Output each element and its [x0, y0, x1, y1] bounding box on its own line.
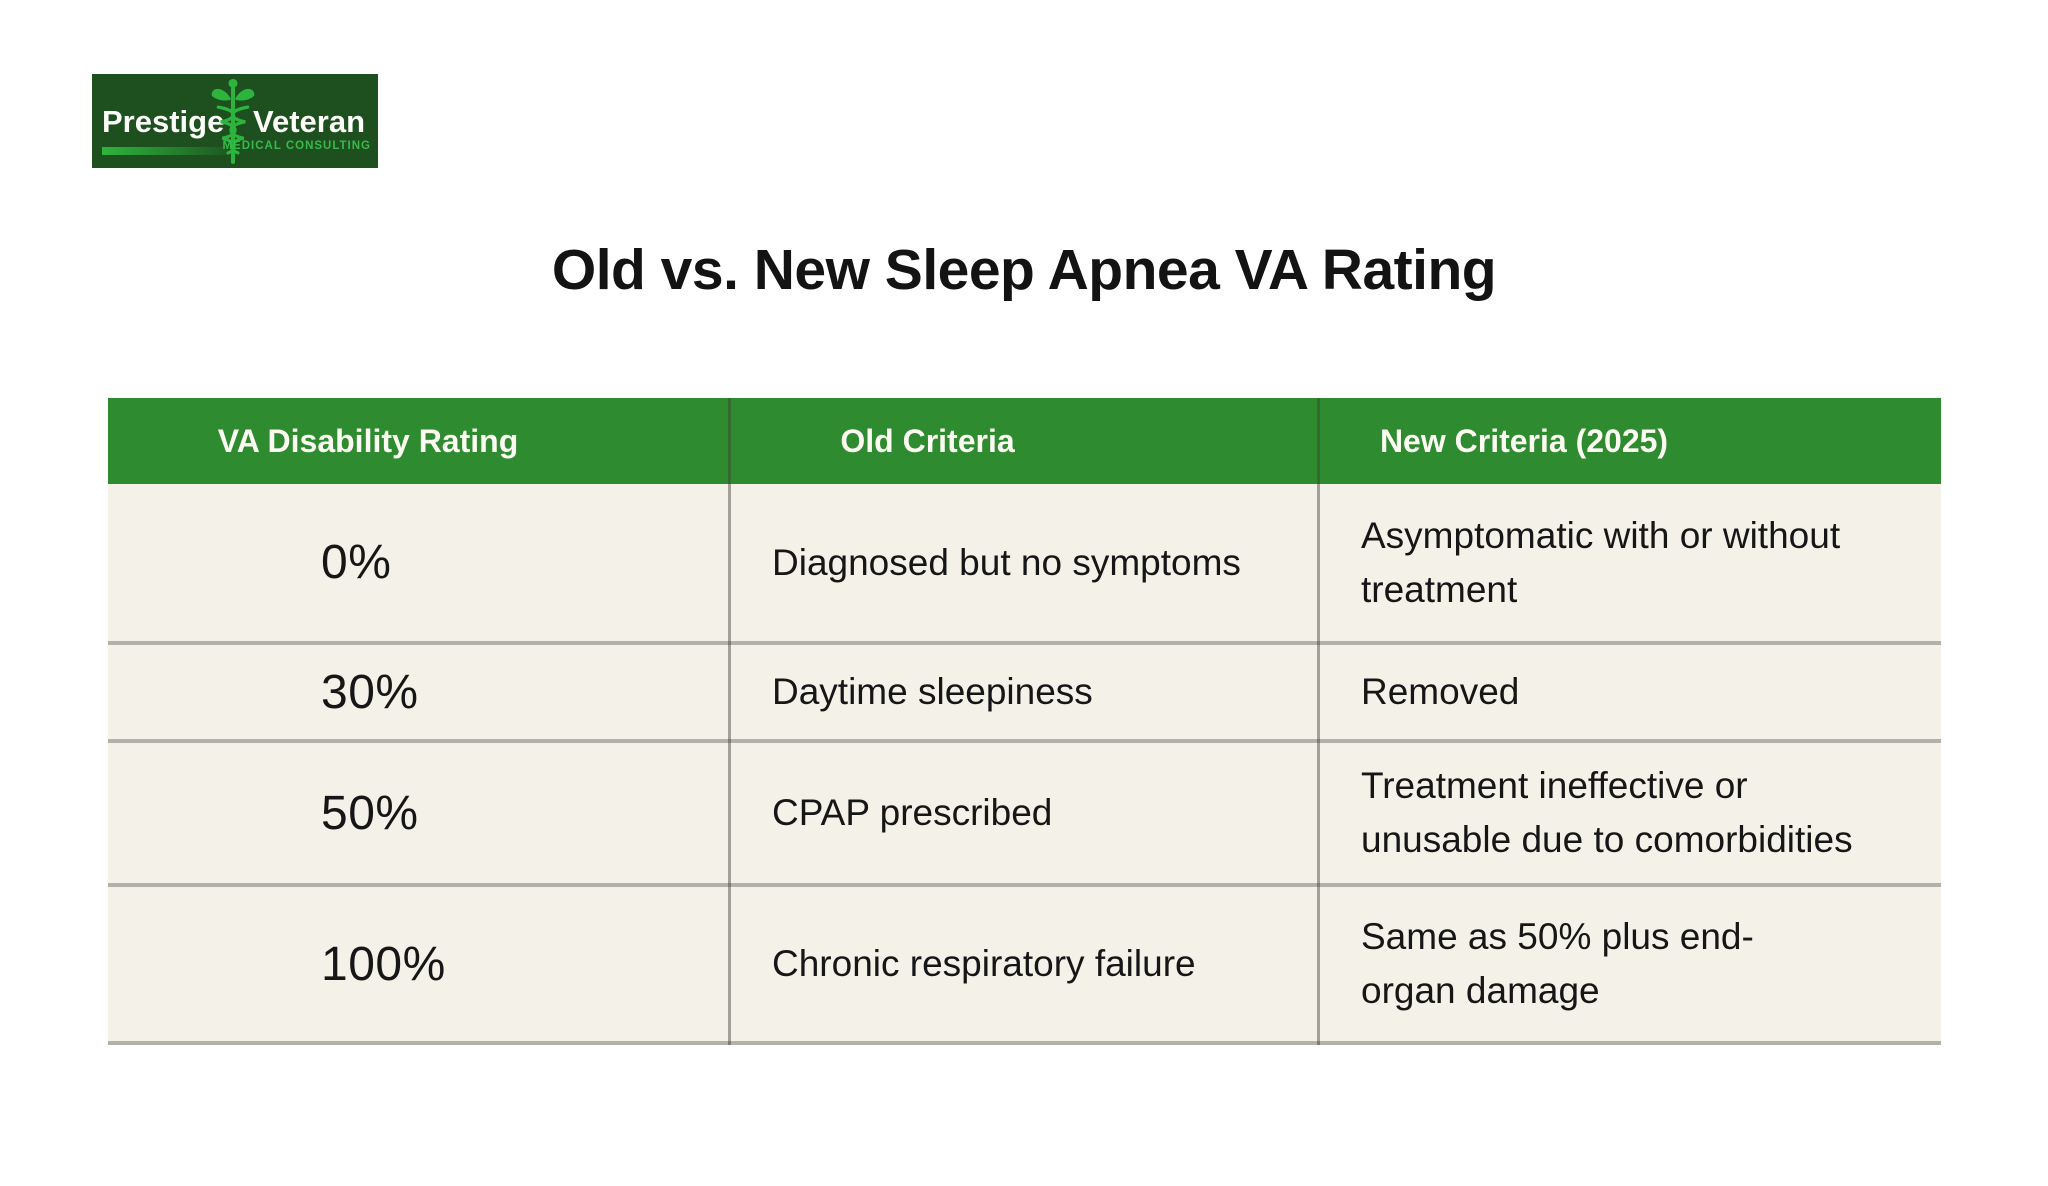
- header-va-disability-rating: VA Disability Rating: [217, 422, 519, 459]
- old-criteria-cell: CPAP prescribed: [772, 792, 1053, 834]
- rating-cell: 50%: [321, 786, 419, 840]
- table-row: 50% CPAP prescribed Treatment ineffectiv…: [108, 743, 1941, 887]
- logo-tagline: MEDICAL CONSULTING: [222, 140, 371, 152]
- table-header-row: VA Disability Rating Old Criteria New Cr…: [108, 398, 1941, 484]
- rating-cell: 0%: [321, 536, 392, 589]
- header-old-criteria: Old Criteria: [840, 422, 1015, 459]
- header-new-criteria: New Criteria (2025): [1379, 422, 1669, 459]
- old-criteria-cell: Daytime sleepiness: [772, 671, 1093, 713]
- table-row: 30% Daytime sleepiness Removed: [108, 645, 1941, 743]
- old-criteria-cell: Diagnosed but no symptoms: [772, 541, 1241, 583]
- logo-brand-primary: Prestige: [102, 104, 225, 139]
- table-row: 100% Chronic respiratory failure Same as…: [108, 887, 1941, 1045]
- rating-cell: 100%: [321, 937, 446, 991]
- rating-comparison-table: VA Disability Rating Old Criteria New Cr…: [108, 398, 1941, 1045]
- page-title: Old vs. New Sleep Apnea VA Rating: [551, 238, 1497, 302]
- old-criteria-cell: Chronic respiratory failure: [772, 943, 1196, 985]
- new-criteria-cell: Same as 50% plus end- organ damage: [1361, 916, 1754, 1011]
- column-divider: [728, 398, 731, 1045]
- prestige-veteran-logo: Prestige Veteran MEDICAL CONSULTING: [92, 74, 378, 168]
- column-divider: [1317, 398, 1320, 1045]
- logo-underline-bar: [102, 147, 227, 155]
- new-criteria-cell: Treatment ineffective or unusable due to…: [1361, 765, 1853, 860]
- caduceus-icon: [211, 78, 255, 164]
- logo-brand-secondary: Veteran: [253, 104, 366, 139]
- new-criteria-cell: Removed: [1361, 671, 1520, 713]
- table-row: 0% Diagnosed but no symptoms Asymptomati…: [108, 484, 1941, 645]
- rating-cell: 30%: [321, 665, 419, 719]
- new-criteria-cell: Asymptomatic with or without treatment: [1361, 514, 1841, 610]
